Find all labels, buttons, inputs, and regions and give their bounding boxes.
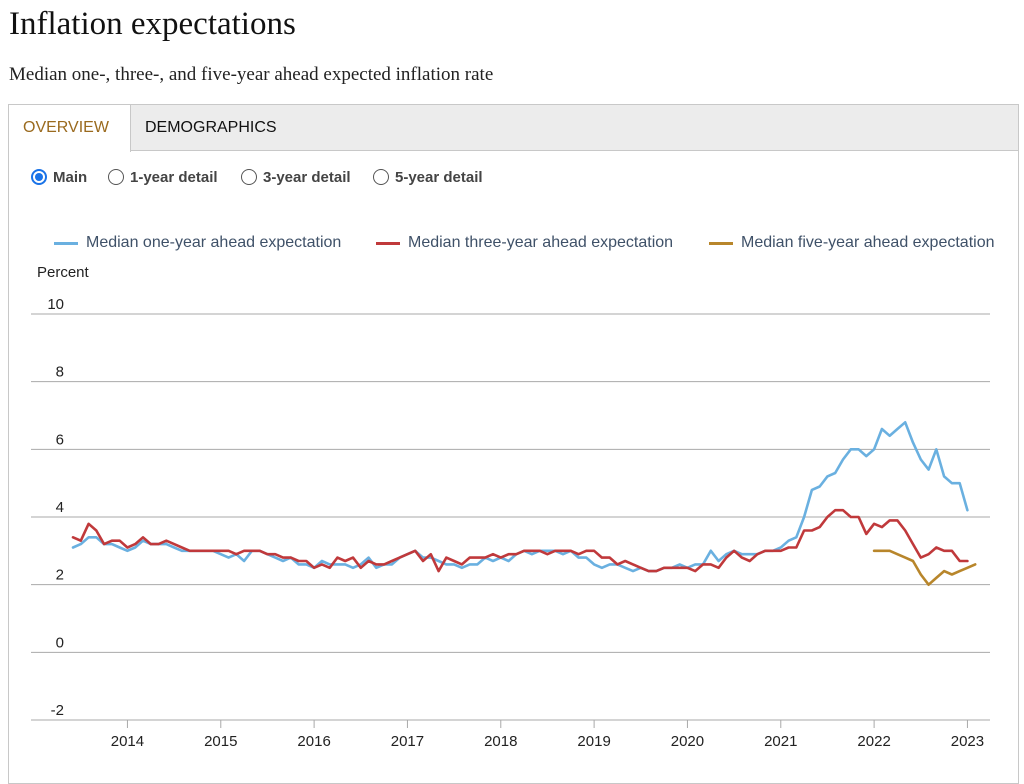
chart-panel: OVERVIEW DEMOGRAPHICS Main 1-year detail… [8, 104, 1019, 784]
y-tick-label: 2 [56, 567, 64, 584]
legend-swatch [54, 241, 78, 245]
legend-label: Median five-year ahead expectation [741, 234, 995, 251]
y-tick-label: 8 [56, 364, 64, 381]
x-tick-label: 2016 [297, 733, 330, 750]
x-tick-label: 2023 [951, 733, 984, 750]
legend-label: Median one-year ahead expectation [86, 234, 342, 251]
series-line-1 [71, 420, 969, 573]
radio-unchecked-icon [241, 169, 257, 185]
legend-swatch [709, 241, 733, 245]
x-tick-label: 2021 [764, 733, 797, 750]
radio-unchecked-icon [108, 169, 124, 185]
y-axis-title: Percent [37, 264, 90, 281]
legend-label: Median three-year ahead expectation [408, 234, 674, 251]
y-tick-label: 6 [56, 431, 64, 448]
tab-bar: OVERVIEW DEMOGRAPHICS [9, 105, 1018, 152]
radio-label: 5-year detail [395, 168, 483, 186]
x-tick-label: 2014 [111, 733, 144, 750]
series-line-3 [872, 549, 977, 587]
y-tick-label: -2 [51, 702, 64, 719]
radio-checked-icon [31, 169, 47, 185]
legend-swatch [376, 241, 400, 245]
radio-1-year-detail[interactable]: 1-year detail [108, 165, 218, 189]
tab-overview[interactable]: OVERVIEW [9, 105, 131, 152]
radio-unchecked-icon [373, 169, 389, 185]
x-tick-label: 2018 [484, 733, 517, 750]
radio-5-year-detail[interactable]: 5-year detail [373, 165, 483, 189]
series-line-2 [71, 508, 969, 573]
radio-main[interactable]: Main [31, 165, 87, 189]
x-tick-label: 2017 [391, 733, 424, 750]
x-tick-label: 2020 [671, 733, 704, 750]
tab-demographics[interactable]: DEMOGRAPHICS [145, 119, 277, 136]
x-tick-label: 2022 [857, 733, 890, 750]
legend-one-year[interactable]: Median one-year ahead expectation [54, 234, 341, 252]
x-tick-label: 2019 [577, 733, 610, 750]
line-chart: Percent 10 8 6 4 2 0 -2 2014 2015 2016 2017 2018 2019… [31, 264, 990, 750]
radio-label: 3-year detail [263, 168, 351, 186]
page-subtitle: Median one-, three-, and five-year ahead… [9, 64, 494, 85]
radio-label: 1-year detail [130, 168, 218, 186]
radio-3-year-detail[interactable]: 3-year detail [241, 165, 351, 189]
legend-three-year[interactable]: Median three-year ahead expectation [376, 234, 673, 252]
radio-label: Main [53, 168, 88, 186]
y-tick-label: 0 [56, 634, 64, 651]
page-title: Inflation expectations [9, 6, 296, 42]
y-tick-label: 10 [47, 296, 64, 313]
y-tick-label: 4 [56, 499, 64, 516]
x-tick-label: 2015 [204, 733, 237, 750]
legend-five-year[interactable]: Median five-year ahead expectation [709, 234, 995, 252]
